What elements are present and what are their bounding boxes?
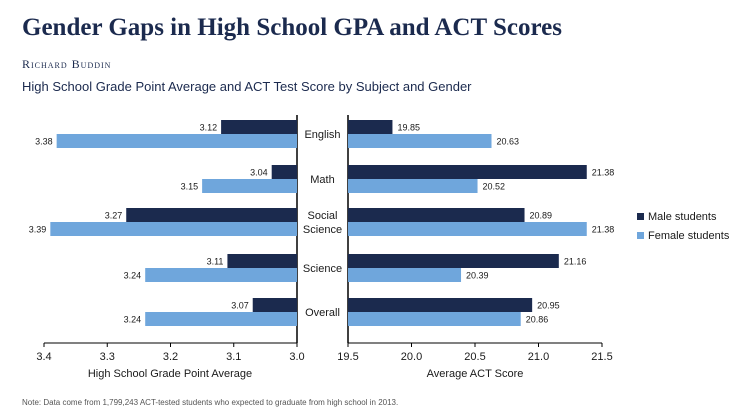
act-bar	[348, 298, 533, 312]
chart-subtitle: High School Grade Point Average and ACT …	[22, 79, 472, 94]
left-tick-label: 3.4	[36, 351, 51, 363]
act-data-label: 20.86	[526, 315, 549, 325]
gpa-data-label: 3.27	[105, 211, 123, 221]
left-tick-label: 3.0	[289, 351, 304, 363]
right-tick-label: 20.0	[401, 351, 422, 363]
gpa-data-label: 3.39	[29, 225, 47, 235]
act-bar	[348, 254, 559, 268]
gpa-bar	[145, 268, 297, 282]
act-data-label: 21.16	[564, 257, 587, 267]
act-data-label: 20.39	[466, 271, 489, 281]
act-bar	[348, 179, 478, 193]
left-tick-label: 3.3	[100, 351, 115, 363]
gpa-data-label: 3.38	[35, 137, 53, 147]
act-bar	[348, 165, 587, 179]
gpa-bar	[252, 298, 297, 312]
right-tick-label: 19.5	[337, 351, 358, 363]
right-axis-label: Average ACT Score	[427, 368, 524, 380]
category-label: Science	[303, 224, 342, 236]
act-data-label: 21.38	[592, 168, 615, 178]
left-tick-label: 3.1	[226, 351, 241, 363]
gpa-bar	[145, 312, 297, 326]
right-tick-label: 21.0	[528, 351, 549, 363]
act-bar	[348, 120, 393, 134]
gpa-data-label: 3.15	[181, 182, 199, 192]
gpa-bar	[221, 120, 297, 134]
act-bar	[348, 312, 521, 326]
legend-label: Male students	[648, 211, 717, 223]
gpa-bar	[202, 179, 297, 193]
gpa-data-label: 3.24	[124, 271, 142, 281]
gpa-bar	[271, 165, 297, 179]
act-bar	[348, 268, 462, 282]
gpa-data-label: 3.04	[250, 168, 268, 178]
gpa-bar	[56, 134, 298, 148]
act-data-label: 20.52	[483, 182, 506, 192]
right-tick-label: 21.5	[591, 351, 612, 363]
left-axis-label: High School Grade Point Average	[88, 368, 252, 380]
gpa-data-label: 3.07	[231, 301, 249, 311]
act-data-label: 21.38	[592, 225, 615, 235]
gpa-bar	[227, 254, 297, 268]
act-data-label: 20.63	[497, 137, 520, 147]
gpa-data-label: 3.11	[207, 257, 224, 267]
legend-label: Female students	[648, 230, 730, 242]
data-note: Note: Data come from 1,799,243 ACT-teste…	[22, 398, 399, 407]
category-label: English	[304, 129, 340, 141]
act-data-label: 19.85	[397, 123, 420, 133]
right-tick-label: 20.5	[464, 351, 485, 363]
category-label: Math	[310, 174, 334, 186]
legend-swatch-male	[637, 213, 644, 220]
category-label: Science	[303, 263, 342, 275]
gpa-bar	[126, 208, 297, 222]
act-data-label: 20.95	[537, 301, 560, 311]
gpa-bar	[50, 222, 298, 236]
category-label: Overall	[305, 307, 340, 319]
gpa-data-label: 3.12	[200, 123, 218, 133]
author-name: Richard Buddin	[22, 57, 112, 71]
act-bar	[348, 222, 587, 236]
act-data-label: 20.89	[530, 211, 553, 221]
act-bar	[348, 208, 525, 222]
chart-title: Gender Gaps in High School GPA and ACT S…	[22, 14, 562, 41]
left-tick-label: 3.2	[163, 351, 178, 363]
legend-swatch-female	[637, 232, 644, 239]
act-bar	[348, 134, 492, 148]
category-label: Social	[308, 210, 338, 222]
gpa-data-label: 3.24	[124, 315, 142, 325]
